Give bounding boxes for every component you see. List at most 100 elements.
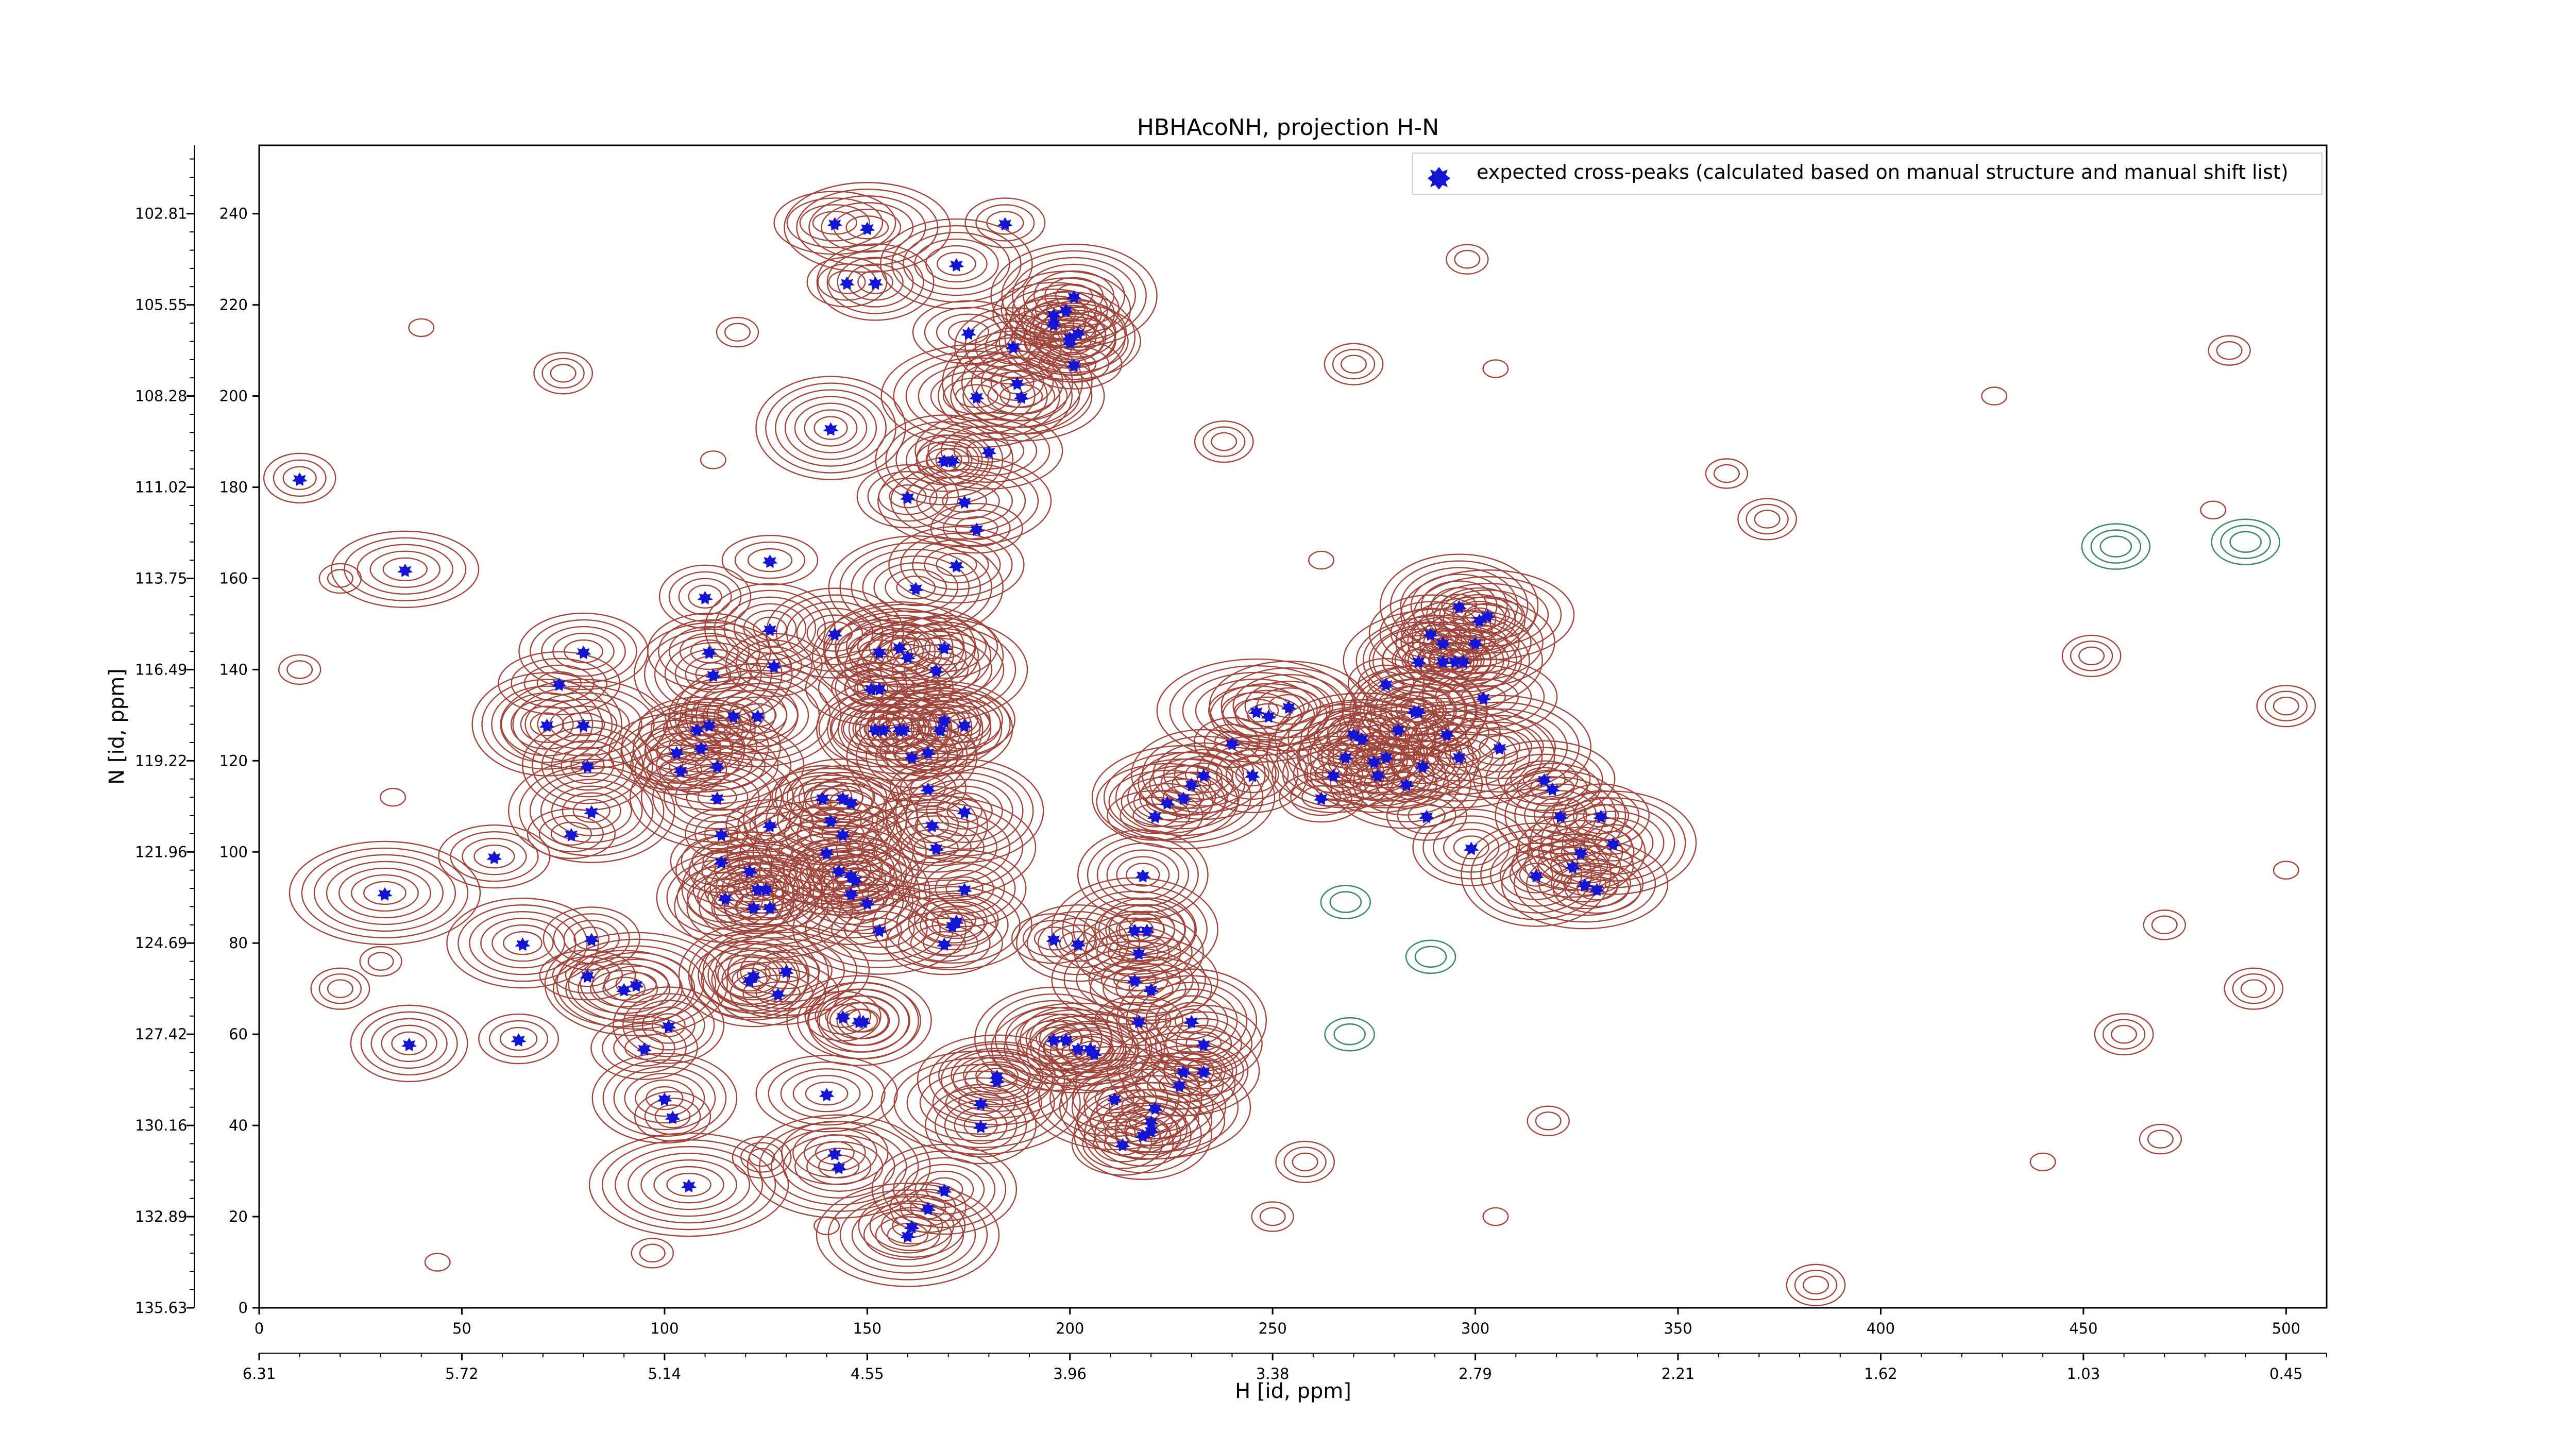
contour-ring bbox=[1196, 735, 1309, 814]
cross-peak-marker bbox=[957, 495, 973, 509]
contour-ring bbox=[1413, 576, 1562, 654]
x-tick-label: 200 bbox=[1056, 1320, 1084, 1337]
cross-peak-marker bbox=[1467, 636, 1483, 650]
contour-ring bbox=[635, 1079, 694, 1117]
contour-ring bbox=[363, 881, 406, 905]
y-tick-label: 240 bbox=[219, 205, 248, 223]
cross-peak-marker bbox=[745, 901, 761, 915]
contour-ring bbox=[1443, 715, 1556, 780]
cross-peak-marker bbox=[563, 828, 579, 841]
contour-ring bbox=[674, 663, 842, 768]
cross-peak-marker bbox=[1573, 846, 1589, 860]
contour-ring bbox=[1276, 711, 1415, 802]
x-axis: 0 50 100 150 200 250 300 350 400 450 500 bbox=[255, 1308, 2300, 1337]
cross-peak-marker bbox=[656, 1092, 672, 1106]
contour-ring bbox=[942, 377, 1011, 415]
contour-ring bbox=[1981, 386, 2008, 406]
contour-ring bbox=[702, 925, 870, 1016]
contour-ring bbox=[1535, 1111, 1562, 1131]
y-tick-label: 160 bbox=[219, 569, 248, 587]
cross-peak-marker bbox=[1183, 778, 1199, 791]
contour-ring bbox=[938, 705, 992, 743]
contour-ring bbox=[857, 270, 893, 294]
contour-ring bbox=[1071, 1062, 1239, 1153]
contour-ring bbox=[2151, 915, 2178, 935]
contour-ring bbox=[1443, 829, 1500, 866]
contour-ring bbox=[564, 639, 603, 664]
cross-peak-marker bbox=[697, 591, 713, 604]
contour-ring bbox=[1087, 836, 1199, 914]
contour-ring bbox=[446, 898, 599, 989]
contour-ring bbox=[289, 840, 481, 946]
contour-ring bbox=[1375, 765, 1438, 802]
cross-peak-marker bbox=[1346, 728, 1362, 742]
contour-ring bbox=[902, 849, 1027, 928]
y-ppm-tick-label: 135.63 bbox=[135, 1299, 187, 1317]
contour-ring bbox=[590, 1016, 698, 1080]
contour-ring bbox=[786, 975, 932, 1066]
contour-ring bbox=[717, 961, 840, 1025]
cross-peak-marker bbox=[762, 554, 778, 568]
cross-peak-marker bbox=[875, 723, 891, 737]
contour-ring bbox=[715, 932, 858, 1009]
contour-ring bbox=[1138, 751, 1246, 816]
contour-ring bbox=[674, 771, 760, 823]
contour-ring bbox=[1400, 569, 1575, 661]
contour-ring bbox=[740, 1142, 784, 1173]
contour-ring bbox=[742, 974, 814, 1012]
contour-ring bbox=[780, 1068, 873, 1119]
contour-ring bbox=[873, 562, 959, 613]
contour-ring bbox=[602, 976, 646, 1001]
contour-ring bbox=[511, 658, 608, 709]
contour-ring bbox=[1184, 762, 1223, 787]
legend: expected cross-peaks (calculated based o… bbox=[1412, 153, 2323, 195]
contour-ring bbox=[925, 441, 979, 479]
cross-peak-marker bbox=[973, 1120, 989, 1134]
contour-ring bbox=[926, 448, 962, 472]
contour-ring bbox=[1480, 836, 1592, 914]
contour-ring bbox=[2078, 646, 2105, 666]
x-tick-label: 100 bbox=[650, 1320, 679, 1337]
contour-ring bbox=[331, 530, 480, 608]
contour-ring bbox=[2143, 909, 2186, 940]
cross-peak-marker bbox=[636, 1042, 652, 1056]
contour-ring bbox=[541, 358, 585, 389]
contour-ring bbox=[524, 692, 642, 756]
cross-peak-marker bbox=[904, 1220, 920, 1234]
contour-ring bbox=[900, 1189, 957, 1226]
y-axis: 0 135.63 20 132.89 40 130.16 60 127.42 80 124.69 1… bbox=[135, 145, 259, 1317]
contour-ring bbox=[350, 874, 419, 912]
contour-ring bbox=[905, 772, 1024, 850]
contour-ring bbox=[380, 787, 406, 807]
contour-ring bbox=[1185, 1031, 1222, 1056]
contour-ring bbox=[946, 799, 983, 823]
contour-ring bbox=[812, 211, 858, 235]
contour-ring bbox=[1533, 797, 1587, 834]
contour-ring bbox=[588, 1132, 789, 1237]
contour-ring bbox=[369, 550, 441, 588]
contour-ring bbox=[723, 596, 817, 661]
cross-peak-marker bbox=[616, 983, 632, 997]
cross-peak-marker bbox=[669, 746, 685, 760]
cross-peak-marker bbox=[1143, 1124, 1159, 1138]
contour-ring bbox=[1552, 863, 1641, 914]
chart-title: HBHAcoNH, projection H-N bbox=[1137, 114, 1439, 141]
cross-peak-marker bbox=[1086, 1047, 1102, 1060]
contour-ring bbox=[634, 744, 727, 796]
contour-ring bbox=[844, 617, 1028, 722]
cross-peak-marker bbox=[819, 1088, 835, 1102]
contour-ring bbox=[962, 364, 1080, 428]
contour-ring bbox=[2061, 634, 2122, 677]
contour-ring bbox=[367, 952, 394, 971]
cross-peak-marker bbox=[839, 276, 855, 290]
contour-ring bbox=[1352, 751, 1461, 816]
contour-ring bbox=[897, 918, 991, 969]
contour-ring bbox=[1251, 1201, 1294, 1232]
contour-ring bbox=[878, 478, 938, 515]
contour-ring bbox=[753, 616, 787, 641]
contour-ring bbox=[613, 1066, 716, 1131]
contour-ring bbox=[408, 318, 435, 338]
contour-ring bbox=[499, 1026, 538, 1051]
contour-ring bbox=[570, 753, 605, 778]
cross-peak-marker bbox=[936, 641, 952, 655]
